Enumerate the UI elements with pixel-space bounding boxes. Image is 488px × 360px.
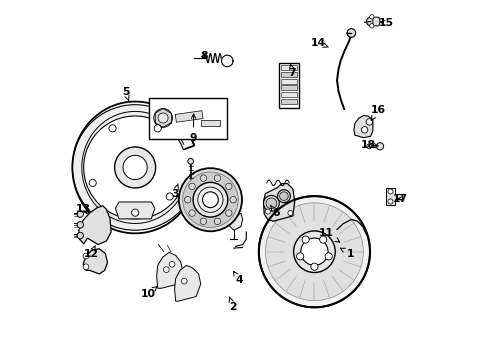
- Circle shape: [184, 197, 190, 203]
- Bar: [149, 98, 226, 139]
- Circle shape: [153, 109, 172, 127]
- Circle shape: [265, 209, 270, 214]
- Polygon shape: [83, 249, 107, 274]
- Circle shape: [200, 175, 206, 181]
- Circle shape: [109, 125, 116, 132]
- Circle shape: [277, 190, 290, 203]
- Bar: [280, 99, 297, 104]
- Circle shape: [83, 264, 89, 270]
- Circle shape: [187, 158, 193, 164]
- Circle shape: [188, 183, 195, 190]
- Bar: [175, 111, 203, 122]
- Circle shape: [225, 210, 232, 216]
- Circle shape: [114, 147, 155, 188]
- Circle shape: [369, 15, 373, 19]
- Text: 18: 18: [360, 140, 378, 150]
- Circle shape: [214, 175, 220, 181]
- Circle shape: [293, 231, 335, 273]
- Circle shape: [200, 218, 206, 225]
- Circle shape: [366, 17, 374, 26]
- Circle shape: [83, 253, 89, 259]
- Bar: [278, 63, 299, 108]
- Polygon shape: [174, 265, 201, 301]
- Wedge shape: [72, 105, 194, 230]
- Circle shape: [361, 127, 367, 133]
- Text: 9: 9: [189, 114, 197, 143]
- Bar: [280, 78, 297, 84]
- Bar: [280, 65, 297, 70]
- Circle shape: [387, 199, 392, 204]
- Circle shape: [302, 236, 308, 243]
- Circle shape: [214, 218, 220, 225]
- Text: 11: 11: [318, 228, 339, 242]
- Circle shape: [265, 203, 363, 301]
- Circle shape: [166, 193, 173, 200]
- Circle shape: [77, 211, 83, 217]
- Text: 14: 14: [310, 38, 328, 48]
- Circle shape: [300, 238, 327, 265]
- Circle shape: [346, 29, 355, 37]
- Polygon shape: [263, 184, 294, 221]
- Circle shape: [263, 195, 279, 211]
- Polygon shape: [156, 252, 183, 288]
- Circle shape: [376, 143, 383, 150]
- Text: 17: 17: [392, 194, 407, 204]
- Circle shape: [387, 189, 392, 194]
- Circle shape: [369, 24, 373, 28]
- Text: 7: 7: [288, 64, 296, 78]
- Circle shape: [131, 209, 139, 216]
- Circle shape: [258, 196, 369, 307]
- Polygon shape: [372, 17, 379, 26]
- Circle shape: [225, 183, 232, 190]
- Circle shape: [183, 172, 238, 228]
- Text: 3: 3: [170, 184, 178, 199]
- Circle shape: [202, 192, 218, 208]
- Text: 13: 13: [76, 204, 91, 215]
- Circle shape: [229, 197, 236, 203]
- Circle shape: [193, 183, 227, 217]
- Text: 6: 6: [270, 205, 279, 218]
- Text: 8: 8: [200, 51, 208, 61]
- Bar: [280, 92, 297, 97]
- Circle shape: [154, 125, 161, 132]
- Circle shape: [366, 119, 372, 125]
- Circle shape: [296, 253, 303, 260]
- Text: 5: 5: [122, 87, 129, 100]
- Circle shape: [181, 278, 187, 284]
- Circle shape: [265, 198, 276, 209]
- Text: 2: 2: [228, 297, 236, 312]
- Circle shape: [198, 187, 223, 212]
- Circle shape: [188, 210, 195, 216]
- Circle shape: [179, 168, 242, 231]
- Circle shape: [169, 261, 175, 267]
- Circle shape: [366, 144, 371, 149]
- Text: 16: 16: [369, 105, 385, 120]
- Bar: [280, 85, 297, 90]
- Bar: [201, 121, 220, 126]
- Circle shape: [287, 211, 292, 216]
- Circle shape: [77, 232, 83, 239]
- Circle shape: [77, 222, 83, 228]
- Polygon shape: [386, 188, 401, 205]
- Circle shape: [123, 155, 147, 180]
- Text: 12: 12: [83, 246, 99, 258]
- Circle shape: [279, 192, 287, 201]
- Text: 15: 15: [378, 18, 393, 28]
- Text: 4: 4: [233, 271, 243, 285]
- Polygon shape: [115, 202, 155, 219]
- Circle shape: [319, 236, 326, 243]
- Circle shape: [89, 179, 96, 186]
- Circle shape: [325, 253, 331, 260]
- Circle shape: [163, 267, 169, 273]
- Polygon shape: [353, 116, 372, 138]
- Polygon shape: [79, 206, 111, 244]
- Polygon shape: [226, 213, 242, 230]
- Circle shape: [310, 263, 317, 270]
- Circle shape: [158, 113, 168, 123]
- Bar: [280, 72, 297, 77]
- Text: 1: 1: [340, 248, 353, 258]
- Text: 10: 10: [141, 286, 157, 299]
